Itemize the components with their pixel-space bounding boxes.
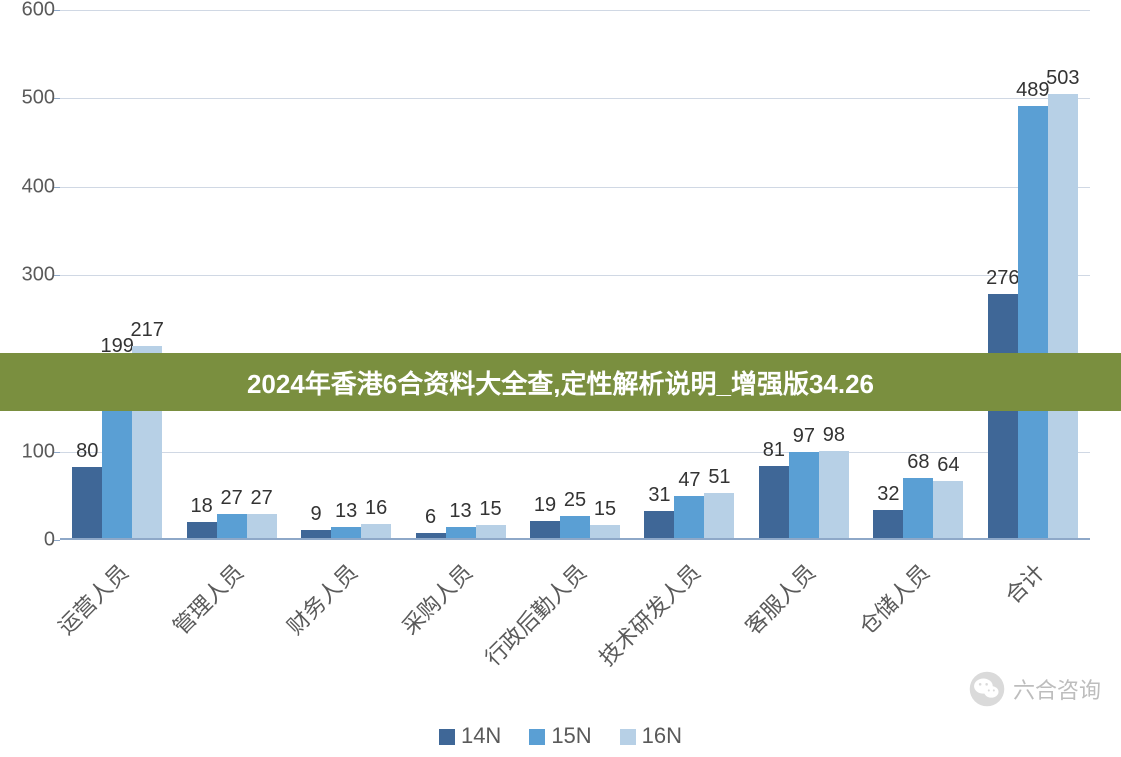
bar [476,525,506,538]
bar [590,525,620,538]
bar-value-label: 98 [823,424,845,447]
bar-value-label: 13 [449,500,471,523]
x-category-label: 合计 [997,556,1051,610]
bar [674,496,704,538]
gridline [60,187,1090,188]
gridline [60,10,1090,11]
bar [903,478,933,538]
bar [988,294,1018,538]
bar-value-label: 16 [365,497,387,520]
bar [789,452,819,538]
bar-value-label: 503 [1046,67,1079,90]
bar [331,527,361,538]
bar [301,530,331,538]
bar-value-label: 18 [191,495,213,518]
x-category-label: 管理人员 [164,556,249,641]
bar [217,514,247,538]
bar-value-label: 81 [763,439,785,462]
gridline [60,275,1090,276]
bar-value-label: 13 [335,500,357,523]
x-category-label: 财务人员 [279,556,364,641]
plot-area: 010020030040050060080199217运营人员182727管理人… [60,10,1090,540]
y-tick-label: 100 [22,440,55,463]
y-tick-label: 400 [22,175,55,198]
bar-value-label: 19 [534,494,556,517]
bar-value-label: 31 [648,484,670,507]
bar [446,527,476,538]
bar [1018,106,1048,538]
bar-value-label: 27 [251,487,273,510]
bar-value-label: 25 [564,489,586,512]
bar [644,511,674,538]
overlay-banner: 2024年香港6合资料大全查,定性解析说明_增强版34.26 [0,353,1121,411]
wechat-icon [969,671,1005,707]
bar [1048,94,1078,538]
bar-value-label: 6 [425,506,436,529]
bar-value-label: 80 [76,440,98,463]
x-category-label: 行政后勤人员 [477,556,593,672]
bar-value-label: 15 [479,498,501,521]
bar [759,466,789,538]
legend-swatch [439,729,455,745]
bar-value-label: 97 [793,425,815,448]
bar [247,514,277,538]
y-tick-label: 0 [44,529,55,552]
x-category-label: 客服人员 [737,556,822,641]
bar-value-label: 9 [311,503,322,526]
bar [530,521,560,538]
bar-value-label: 68 [907,451,929,474]
legend-item: 14N [439,723,501,749]
y-tick-label: 600 [22,0,55,22]
bar-value-label: 51 [708,466,730,489]
bar-value-label: 217 [131,319,164,342]
legend-item: 16N [620,723,682,749]
bar-value-label: 276 [986,267,1019,290]
x-category-label: 技术研发人员 [591,556,707,672]
bar-value-label: 64 [937,454,959,477]
x-category-label: 仓储人员 [851,556,936,641]
bar-value-label: 15 [594,498,616,521]
bar [416,533,446,538]
bar-value-label: 27 [221,487,243,510]
bar [704,493,734,538]
legend-item: 15N [529,723,591,749]
legend: 14N 15N 16N [0,723,1121,749]
legend-label: 15N [551,723,591,748]
x-category-label: 采购人员 [393,556,478,641]
legend-swatch [529,729,545,745]
bar [560,516,590,538]
bar-value-label: 489 [1016,79,1049,102]
banner-text: 2024年香港6合资料大全查,定性解析说明_增强版34.26 [247,364,874,401]
bar [361,524,391,538]
bar-value-label: 32 [877,483,899,506]
bar [819,451,849,538]
legend-label: 16N [642,723,682,748]
gridline [60,452,1090,453]
y-tick-label: 500 [22,87,55,110]
gridline [60,98,1090,99]
legend-swatch [620,729,636,745]
watermark-text: 六合咨询 [1013,673,1101,705]
bar [72,467,102,538]
legend-label: 14N [461,723,501,748]
x-category-label: 运营人员 [50,556,135,641]
y-tick-label: 300 [22,264,55,287]
wechat-watermark: 六合咨询 [969,671,1101,707]
bar [933,481,963,538]
bar [187,522,217,538]
chart-container: 010020030040050060080199217运营人员182727管理人… [0,0,1121,757]
bar-value-label: 47 [678,469,700,492]
bar [873,510,903,538]
